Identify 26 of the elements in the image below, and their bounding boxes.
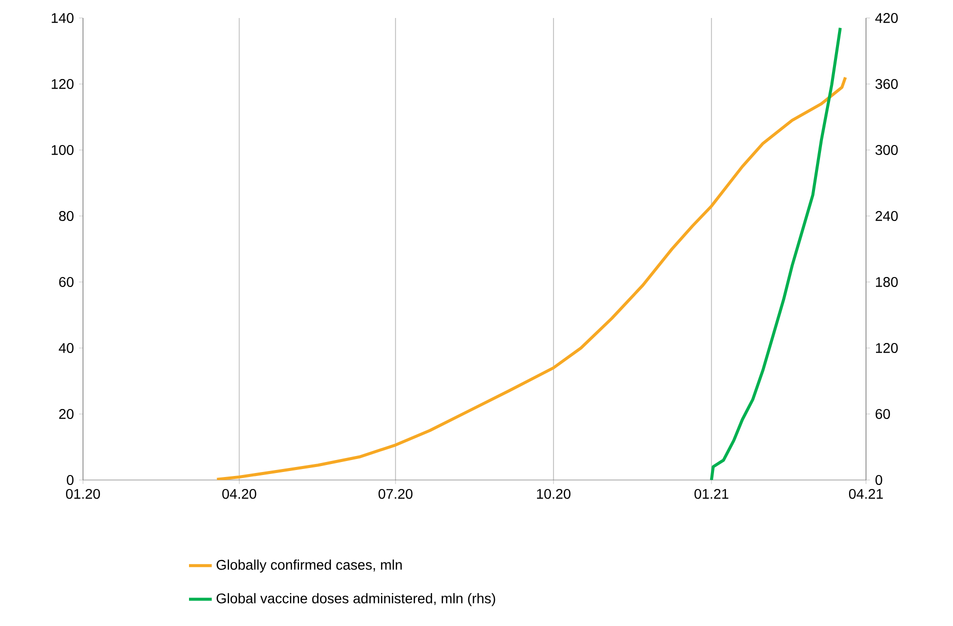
x-tick-label: 04.21	[849, 488, 883, 499]
x-tick-label: 10.20	[537, 488, 570, 499]
y-tick-label: 60	[59, 277, 74, 287]
legend-label: Globally confirmed cases, mln	[216, 560, 402, 573]
x-tick-label: 07.20	[378, 488, 412, 499]
x-tick-label: 01.21	[694, 488, 728, 499]
y-tick-label: 140	[52, 13, 74, 23]
y2-tick-label: 60	[876, 409, 890, 419]
x-tick-label: 04.20	[222, 488, 256, 499]
y-tick-label: 100	[52, 145, 74, 155]
y2-tick-label: 240	[876, 211, 898, 221]
y2-tick-label: 180	[876, 277, 898, 287]
legend-label: Global vaccine doses administered, mln (rhs)	[216, 593, 496, 606]
line-series	[215, 76, 847, 480]
y-tick-label: 20	[59, 409, 74, 419]
y-tick-label: 80	[59, 211, 74, 221]
y2-tick-label: 420	[875, 13, 898, 23]
y-tick-label: 120	[52, 79, 74, 89]
y2-tick-label: 360	[875, 79, 898, 89]
y2-tick-label: 120	[876, 343, 898, 353]
y2-tick-label: 300	[875, 145, 898, 155]
x-tick-label: 01.20	[66, 488, 100, 499]
y-tick-label: 0	[66, 475, 74, 485]
y-tick-label: 40	[58, 343, 74, 353]
line-series	[710, 26, 842, 480]
y2-tick-label: 0	[875, 475, 882, 485]
